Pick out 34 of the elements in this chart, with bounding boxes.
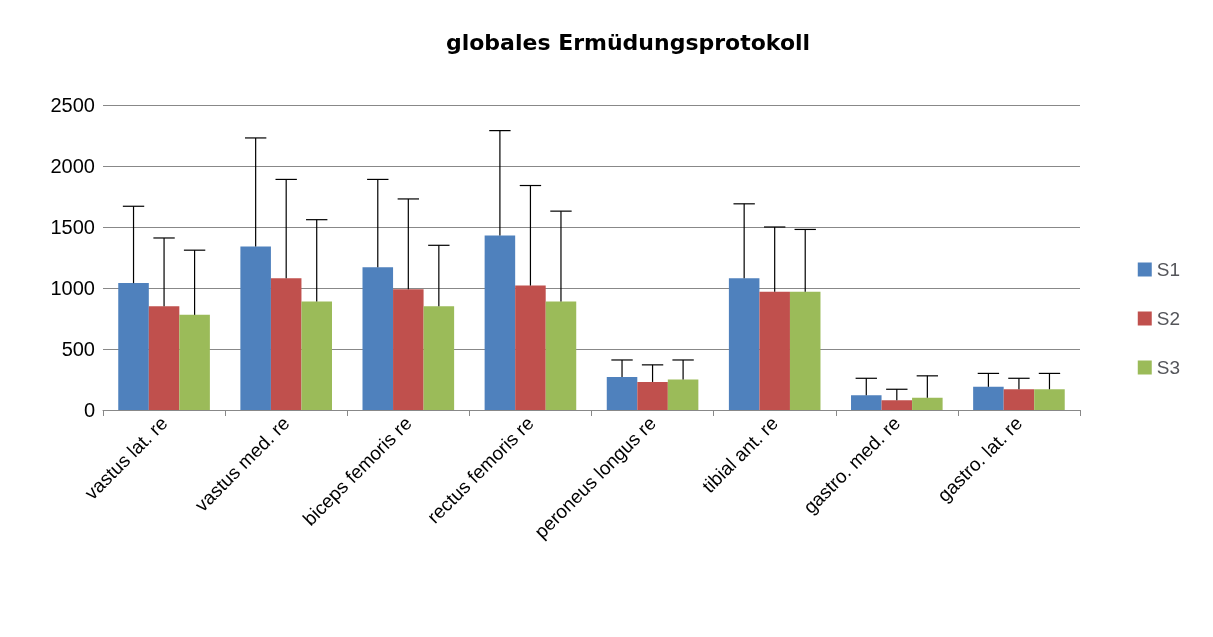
chart-title: globales Ermüdungsprotokoll [445, 29, 811, 55]
legend-label: S3 [1156, 357, 1181, 378]
y-tick-label: 1000 [50, 277, 95, 299]
bar [515, 285, 546, 410]
bar [1003, 389, 1035, 410]
bar [270, 278, 302, 410]
bar [484, 235, 516, 410]
bar [759, 291, 790, 410]
y-tick-label: 1500 [50, 216, 95, 238]
bar [240, 246, 271, 410]
legend-label: S2 [1156, 308, 1181, 329]
y-tick-label: 2500 [50, 94, 95, 116]
bar [148, 306, 180, 410]
bar [637, 381, 668, 410]
bar [851, 395, 882, 410]
bar [1034, 389, 1065, 410]
bar [667, 379, 699, 410]
bar [881, 400, 913, 410]
y-tick-label: 2000 [50, 155, 95, 177]
legend-label: S1 [1156, 259, 1181, 280]
bar [362, 267, 394, 410]
bar [118, 283, 149, 410]
bar [545, 301, 577, 410]
bar [789, 291, 821, 410]
bar [606, 377, 638, 410]
bar [301, 301, 332, 410]
y-tick-label: 500 [61, 338, 95, 360]
bar [423, 306, 455, 410]
y-tick-label: 0 [83, 399, 95, 421]
bar [912, 397, 943, 410]
bar [973, 386, 1004, 410]
bar [179, 314, 210, 410]
bar [728, 278, 760, 410]
bar [393, 289, 424, 410]
